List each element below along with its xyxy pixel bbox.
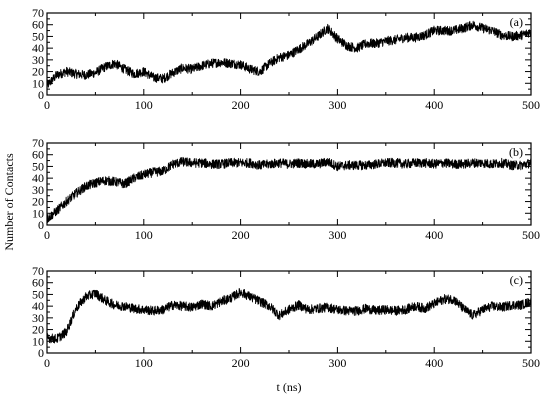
y-tick-label: 30 <box>32 311 44 325</box>
y-axis-label: Number of Contacts <box>2 153 16 251</box>
x-tick-label: 400 <box>425 228 443 242</box>
series-line-panel-3-1 <box>46 288 532 344</box>
x-tick-label: 200 <box>232 228 250 242</box>
x-tick-label: 300 <box>328 98 346 112</box>
x-tick-label: 400 <box>425 356 443 370</box>
y-tick-label: 20 <box>32 195 44 209</box>
y-tick-label: 40 <box>32 171 44 185</box>
x-tick-label: 500 <box>522 356 540 370</box>
y-tick-label: 60 <box>32 148 44 162</box>
plot-frame <box>46 142 532 226</box>
y-tick-label: 70 <box>32 136 44 150</box>
y-tick-label: 30 <box>32 183 44 197</box>
x-tick-label: 500 <box>522 98 540 112</box>
y-tick-label: 60 <box>32 18 44 32</box>
y-tick-label: 10 <box>32 76 44 90</box>
y-tick-label: 70 <box>32 6 44 20</box>
x-tick-label: 200 <box>232 98 250 112</box>
x-tick-label: 300 <box>328 228 346 242</box>
y-tick-label: 50 <box>32 287 44 301</box>
x-tick-label: 200 <box>232 356 250 370</box>
x-tick-label: 300 <box>328 356 346 370</box>
y-tick-label: 20 <box>32 323 44 337</box>
x-tick-label: 0 <box>44 356 50 370</box>
y-tick-label: 30 <box>32 53 44 67</box>
x-tick-label: 100 <box>135 228 153 242</box>
panel-label: (a) <box>510 15 523 29</box>
x-tick-label: 100 <box>135 356 153 370</box>
y-tick-label: 10 <box>32 206 44 220</box>
series-line-panel-2-1 <box>46 156 532 223</box>
y-tick-label: 20 <box>32 65 44 79</box>
y-tick-label: 40 <box>32 299 44 313</box>
x-tick-label: 500 <box>522 228 540 242</box>
y-tick-label: 40 <box>32 41 44 55</box>
y-tick-label: 60 <box>32 276 44 290</box>
x-axis-label: t (ns) <box>277 380 302 394</box>
panel-label: (b) <box>509 145 523 159</box>
x-tick-label: 0 <box>44 228 50 242</box>
x-tick-label: 0 <box>44 98 50 112</box>
x-tick-label: 100 <box>135 98 153 112</box>
y-tick-label: 50 <box>32 159 44 173</box>
y-tick-label: 0 <box>38 346 44 360</box>
y-tick-label: 0 <box>38 88 44 102</box>
y-tick-label: 10 <box>32 334 44 348</box>
x-tick-label: 400 <box>425 98 443 112</box>
panel-label: (c) <box>510 273 523 287</box>
y-tick-label: 70 <box>32 264 44 278</box>
y-tick-label: 50 <box>32 29 44 43</box>
series-line-panel-1-1 <box>46 20 532 88</box>
y-tick-label: 0 <box>38 218 44 232</box>
